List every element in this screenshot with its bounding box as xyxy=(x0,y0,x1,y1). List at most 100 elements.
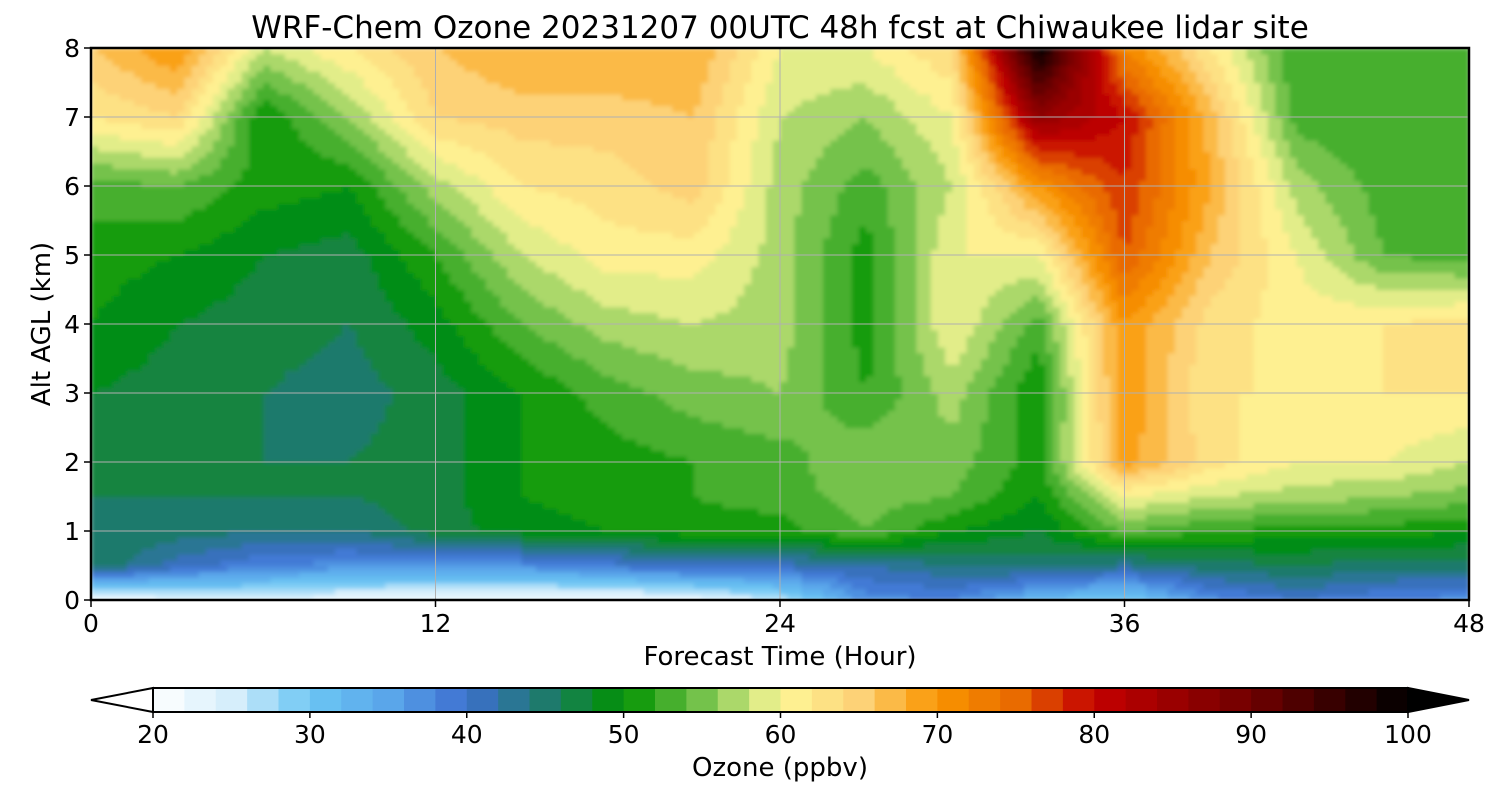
contour-cell xyxy=(435,559,444,567)
contour-cell xyxy=(492,456,501,463)
contour-cell xyxy=(1253,513,1262,521)
contour-cell xyxy=(715,496,724,503)
contour-cell xyxy=(1045,456,1054,463)
contour-cell xyxy=(342,525,350,532)
contour-cell xyxy=(1210,565,1219,572)
contour-cell xyxy=(909,462,917,469)
contour-cell xyxy=(169,571,178,578)
contour-cell xyxy=(227,577,236,584)
contour-cell xyxy=(830,513,839,521)
contour-cell xyxy=(1081,594,1090,600)
contour-cell xyxy=(1354,565,1362,572)
contour-cell xyxy=(241,548,250,555)
contour-cell xyxy=(471,479,480,486)
contour-cell xyxy=(1461,559,1469,567)
contour-cell xyxy=(614,571,623,578)
contour-cell xyxy=(1411,525,1420,532)
contour-cell xyxy=(385,594,394,600)
contour-cell xyxy=(169,588,178,595)
contour-cell xyxy=(1282,496,1291,503)
contour-cell xyxy=(1275,462,1283,469)
contour-cell xyxy=(478,571,487,578)
contour-cell xyxy=(772,456,781,463)
contour-cell xyxy=(995,502,1004,509)
contour-cell xyxy=(1318,473,1327,480)
contour-cell xyxy=(1411,536,1420,544)
contour-cell xyxy=(1418,496,1427,503)
contour-cell xyxy=(220,594,228,600)
contour-cell xyxy=(1404,502,1413,509)
contour-cell xyxy=(736,496,745,503)
contour-cell xyxy=(1296,554,1305,561)
contour-cell xyxy=(1088,525,1097,532)
contour-cell xyxy=(586,456,594,463)
contour-cell xyxy=(1318,502,1327,509)
contour-cell xyxy=(1174,594,1183,600)
contour-cell xyxy=(887,513,896,521)
contour-cell xyxy=(449,485,458,492)
contour-cell xyxy=(492,479,501,486)
contour-cell xyxy=(701,467,709,475)
contour-cell xyxy=(1339,456,1348,463)
contour-cell xyxy=(248,479,257,486)
contour-cell xyxy=(1282,542,1291,549)
contour-cell xyxy=(787,508,795,515)
contour-cell xyxy=(772,548,781,555)
contour-cell xyxy=(385,502,394,509)
contour-cell xyxy=(837,496,846,503)
contour-cell xyxy=(607,508,616,515)
contour-cell xyxy=(880,542,889,549)
contour-cell xyxy=(134,531,142,538)
contour-cell xyxy=(299,565,307,572)
contour-cell xyxy=(586,582,594,590)
contour-cell xyxy=(851,588,860,595)
contour-cell xyxy=(801,519,810,526)
contour-cell xyxy=(1253,485,1262,492)
contour-cell xyxy=(327,531,336,538)
contour-cell xyxy=(1081,513,1090,521)
contour-cell xyxy=(248,467,257,475)
contour-cell xyxy=(722,519,731,526)
contour-cell xyxy=(801,513,810,521)
contour-cell xyxy=(263,490,272,498)
contour-cell xyxy=(363,559,372,567)
contour-cell xyxy=(1031,577,1039,584)
contour-cell xyxy=(363,565,372,572)
contour-cell xyxy=(1440,485,1449,492)
contour-cell xyxy=(794,531,803,538)
contour-cell xyxy=(902,577,910,584)
contour-cell xyxy=(887,485,896,492)
contour-cell xyxy=(428,565,437,572)
contour-cell xyxy=(780,473,788,480)
contour-cell xyxy=(815,485,824,492)
contour-cell xyxy=(557,536,566,544)
contour-cell xyxy=(815,519,824,526)
contour-cell xyxy=(270,548,279,555)
contour-cell xyxy=(815,536,824,544)
contour-cell xyxy=(1325,588,1334,595)
contour-cell xyxy=(1246,479,1255,486)
contour-cell xyxy=(780,548,788,555)
contour-cell xyxy=(1296,496,1305,503)
contour-cell xyxy=(1346,588,1355,595)
contour-cell xyxy=(1332,565,1341,572)
contour-cell xyxy=(643,508,652,515)
contour-cell xyxy=(356,542,365,549)
contour-cell xyxy=(1382,525,1391,532)
contour-cell xyxy=(1016,554,1025,561)
contour-cell xyxy=(650,577,659,584)
contour-cell xyxy=(256,467,264,475)
contour-cell xyxy=(205,508,214,515)
contour-cell xyxy=(937,582,946,590)
contour-cell xyxy=(1390,496,1398,503)
contour-cell xyxy=(155,554,164,561)
contour-cell xyxy=(227,531,236,538)
contour-cell xyxy=(1289,490,1298,498)
contour-cell xyxy=(736,450,745,457)
contour-cell xyxy=(1203,479,1212,486)
contour-cell xyxy=(772,479,781,486)
contour-cell xyxy=(622,490,630,498)
contour-cell xyxy=(1268,485,1276,492)
contour-cell xyxy=(765,519,774,526)
contour-cell xyxy=(464,588,472,595)
